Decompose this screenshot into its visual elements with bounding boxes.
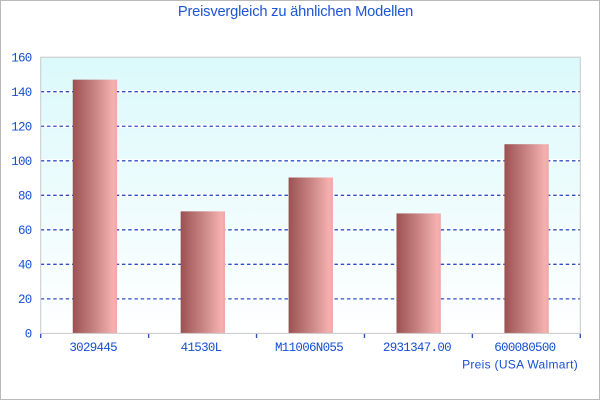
svg-text:2931347.00: 2931347.00 [383,341,451,355]
svg-text:Preisvergleich zu ähnlichen Mo: Preisvergleich zu ähnlichen Modellen [178,4,413,20]
svg-text:600080500: 600080500 [494,341,555,355]
svg-text:40: 40 [18,259,32,273]
svg-text:41530L: 41530L [181,341,222,355]
svg-text:140: 140 [11,86,32,100]
svg-text:160: 160 [11,52,32,66]
svg-text:100: 100 [11,155,32,169]
svg-text:80: 80 [18,190,32,204]
svg-text:M11006N055: M11006N055 [275,341,343,355]
svg-text:0: 0 [25,328,32,342]
svg-text:3029445: 3029445 [69,341,117,355]
svg-text:20: 20 [18,293,32,307]
svg-text:Preis (USA Walmart): Preis (USA Walmart) [462,358,578,372]
svg-text:120: 120 [11,121,32,135]
svg-text:60: 60 [18,224,32,238]
